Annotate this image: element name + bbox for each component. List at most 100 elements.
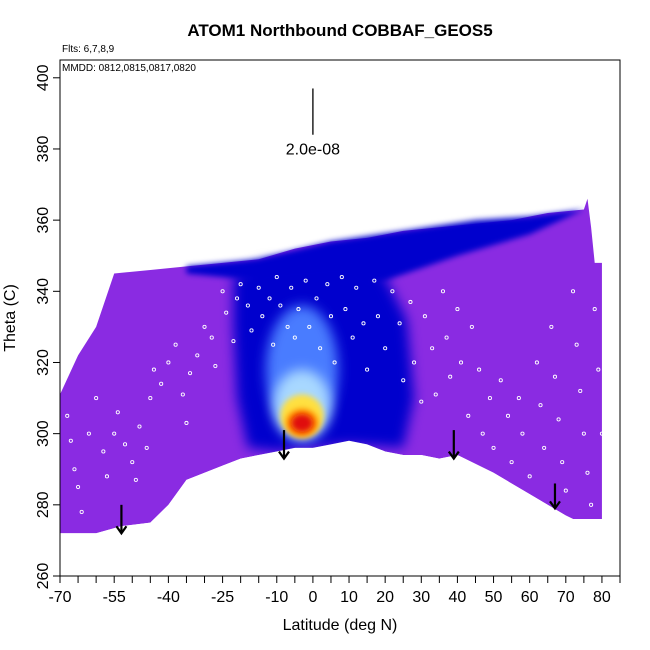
sample-point [328,314,334,319]
sample-point [234,296,240,301]
sample-point [133,477,138,482]
flights-note: Flts: 6,7,8,9 [62,44,115,55]
sample-point [538,403,543,408]
sample-point [79,509,84,514]
y-axis-label: Theta (C) [2,284,19,352]
sample-point [112,431,117,436]
sample-point [354,285,359,290]
sample-point [498,378,503,383]
sample-point [563,488,568,493]
sample-point [412,360,417,365]
sample-point [130,460,135,465]
sample-point [458,360,464,365]
sample-point [343,307,348,312]
sample-point [397,321,402,326]
x-tick-label: 60 [521,589,539,606]
sample-point [332,360,337,365]
sample-point [151,367,156,372]
sample-point [325,282,330,287]
sample-point [596,367,601,372]
sample-point [585,470,590,475]
sample-point [256,285,261,290]
x-tick-label: 20 [376,589,394,606]
sample-point [422,314,427,319]
sample-point [477,367,482,372]
y-tick-label: 320 [35,349,52,376]
hotspot-level-red [291,414,313,432]
sample-point [469,324,474,329]
sample-point [455,307,460,312]
sample-point [188,371,193,376]
x-tick-label: -10 [265,589,288,606]
x-tick-label: 10 [340,589,358,606]
arrow-head [115,525,128,536]
scale-label: 2.0e-08 [286,142,340,159]
sample-point [65,413,70,418]
sample-point [184,420,189,426]
sample-point [180,392,185,397]
sample-point [339,275,344,280]
sample-point [549,324,554,329]
y-tick-label: 400 [35,64,52,91]
arrow-head [549,500,561,511]
sample-point [383,346,388,351]
sample-point [589,502,594,507]
plot-frame [59,59,621,577]
sample-point [560,460,565,465]
sample-point [166,360,171,365]
sample-point [173,342,178,347]
sample-point [249,328,254,333]
sample-point [408,299,413,305]
sample-point [260,314,265,319]
sample-point [581,431,586,436]
sample-point [285,324,290,329]
sample-point [599,431,604,436]
sample-point [159,381,164,386]
sample-point [578,388,583,394]
sample-point [278,303,283,308]
sample-point [209,335,214,340]
dates-note: MMDD: 0812,0815,0817,0820 [62,63,196,74]
sample-point [491,445,496,450]
sample-points [65,275,604,514]
x-tick-label: 30 [412,589,430,606]
sample-point [365,367,370,372]
sample-point [534,360,539,365]
sample-point [245,303,250,308]
sample-point [556,417,561,422]
sample-point [195,353,200,358]
sample-point [289,285,294,290]
x-axis-label: Latitude (deg N) [283,617,398,634]
sample-point [509,460,514,465]
sample-point [72,467,77,472]
x-tick-label: 50 [485,589,503,606]
x-tick-label: -70 [48,589,71,606]
y-tick-label: 340 [35,278,52,305]
arrow-head [278,450,290,461]
plot-area: 2.0e-08 [60,88,620,576]
sample-point [375,314,380,319]
x-tick-label: 70 [557,589,575,606]
sample-point [86,431,91,436]
arrow-head [447,450,460,461]
sample-point [274,275,279,280]
x-axis: -70 -55 -40 -25 -10 0 10 20 30 40 50 60 70 80 [48,576,621,606]
sample-point [303,278,308,283]
sample-point [448,374,453,379]
sample-point [505,413,511,418]
sample-point [238,282,243,287]
sample-point [480,431,485,436]
x-tick-label: 80 [593,589,611,606]
sample-point [115,410,120,415]
sample-point [101,449,106,454]
sample-point [444,335,449,340]
sample-point [440,289,446,294]
sample-point [487,396,492,401]
concentration-hotspot [265,305,339,441]
sample-point [122,442,128,447]
sample-point [574,342,579,347]
sample-point [390,289,395,294]
x-tick-label: -55 [103,589,126,606]
sample-point [137,424,142,429]
sample-point [318,346,323,351]
